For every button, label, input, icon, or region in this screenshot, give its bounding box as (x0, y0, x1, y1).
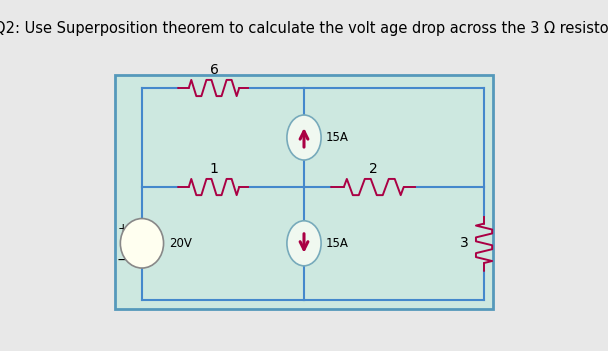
Ellipse shape (287, 115, 321, 160)
Text: 15A: 15A (326, 131, 348, 144)
Text: −: − (117, 252, 128, 266)
Ellipse shape (120, 219, 164, 268)
Text: +: + (117, 222, 128, 235)
FancyBboxPatch shape (115, 74, 493, 309)
Text: 6: 6 (210, 63, 218, 77)
Text: Q2: Use Superposition theorem to calculate the volt age drop across the 3 Ω resi: Q2: Use Superposition theorem to calcula… (0, 21, 608, 36)
Text: 3: 3 (460, 236, 468, 250)
Text: 20V: 20V (169, 237, 192, 250)
Text: 2: 2 (370, 162, 378, 176)
Ellipse shape (287, 221, 321, 266)
Text: 15A: 15A (326, 237, 348, 250)
Text: 1: 1 (210, 162, 218, 176)
